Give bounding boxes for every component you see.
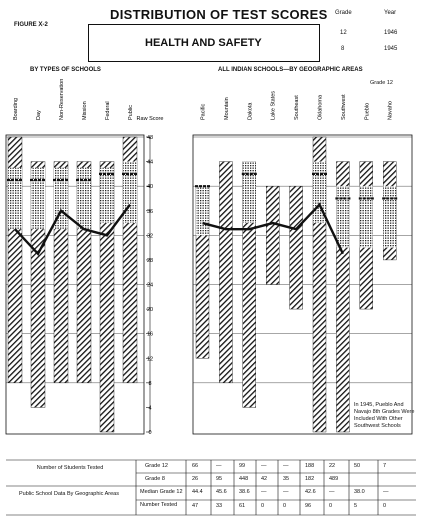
table-cell-number: 0 [283, 503, 287, 509]
table-cell-g12: 50 [354, 463, 361, 469]
category-label: Pacific [201, 104, 207, 120]
table-cell-number: 0 [329, 503, 333, 509]
category-label: Non-Reservation [59, 79, 65, 120]
bar-grade12-band [383, 186, 397, 248]
bar-grade12-band [359, 186, 373, 248]
category-label: Navaho [388, 101, 394, 120]
y-tick-label: 12 [147, 356, 153, 362]
y-tick-label: 44 [147, 160, 153, 166]
table-row-label-public: Public School Data By Geographic Areas [19, 491, 119, 497]
bar-grade12-band [31, 167, 45, 230]
bar-grade12-band [242, 161, 256, 224]
y-tick-label: 8 [148, 381, 151, 387]
category-label: Day [36, 110, 42, 120]
table-cell-g12: — [261, 463, 267, 469]
category-label: Dakota [247, 102, 253, 120]
bar-grade8-range [219, 161, 233, 384]
bar-grade8-range [289, 185, 303, 310]
chart-title: DISTRIBUTION OF TEST SCORES [110, 7, 328, 22]
left-group-heading: BY TYPES OF SCHOOLS [30, 67, 101, 73]
category-label: Mission [82, 101, 88, 120]
table-cell-number: 33 [216, 503, 223, 509]
y-tick-label: 24 [147, 283, 153, 289]
y-tick-label: 28 [147, 258, 153, 264]
category-label: Lake States [271, 91, 277, 120]
table-cell-number: 0 [261, 503, 265, 509]
table-cell-median: 45.6 [216, 489, 227, 495]
table-sub-label: Number Tested [140, 502, 178, 508]
table-cell-g12: 188 [305, 463, 315, 469]
category-label: Mountain [224, 97, 230, 120]
table-cell-g8: 35 [283, 476, 290, 482]
table-grade-label: Grade 12 [145, 463, 168, 469]
right-group-heading: ALL INDIAN SCHOOLS—BY GEOGRAPHIC AREAS [218, 67, 363, 73]
category-label: Public [128, 105, 134, 120]
table-cell-g8: 42 [261, 476, 268, 482]
table-cell-median: — [283, 489, 289, 495]
header-year-1946: 1946 [384, 30, 398, 36]
table-row-label-students: Number of Students Tested [36, 465, 104, 471]
table-cell-g12: — [216, 463, 222, 469]
header-grade-8: 8 [341, 46, 345, 52]
bar-grade12-band [336, 186, 350, 248]
table-cell-g8: 182 [305, 476, 315, 482]
table-sub-label: Median Grade 12 [140, 489, 183, 495]
y-tick-label: 16 [147, 332, 153, 338]
category-label: Boarding [13, 98, 19, 120]
y-axis-label: Raw Score [137, 116, 164, 122]
table-cell-median: — [329, 489, 335, 495]
table-cell-median: — [261, 489, 267, 495]
y-tick-label: 36 [147, 209, 153, 215]
chart-subtitle: HEALTH AND SAFETY [145, 37, 262, 49]
southwest-note: In 1945, Pueblo And Navajo 8th Grades We… [354, 402, 415, 429]
grade-column-header: Grade [335, 10, 352, 16]
table-cell-number: 0 [383, 503, 387, 509]
y-tick-label: 40 [147, 184, 153, 190]
header-grade-12: 12 [340, 30, 347, 36]
y-tick-label: 48 [147, 135, 153, 141]
grade8-median-line [14, 203, 131, 256]
table-cell-number: 61 [239, 503, 246, 509]
y-tick-label: 32 [147, 233, 153, 239]
table-cell-number: 5 [354, 503, 358, 509]
bar-grade12-band [100, 167, 114, 224]
y-tick-label: 0 [148, 430, 151, 436]
figure-label: FIGURE Ⅹ-2 [14, 22, 48, 28]
table-cell-g12: 66 [192, 463, 199, 469]
table-cell-median: — [383, 489, 389, 495]
table-cell-median: 38.0 [354, 489, 365, 495]
grade8-median-line [202, 202, 344, 255]
table-cell-median: 42.6 [305, 489, 316, 495]
year-column-header: Year [384, 10, 397, 16]
table-cell-g8: 448 [239, 476, 249, 482]
category-label: Southwest [341, 94, 347, 120]
category-label: Oklahoma [318, 94, 324, 120]
title-box [88, 24, 320, 62]
bar-grade8-range [266, 185, 280, 285]
table-cell-g8: 95 [216, 476, 223, 482]
table-cell-median: 44.4 [192, 489, 203, 495]
category-label: Federal [105, 101, 111, 120]
header-year-1945: 1945 [384, 46, 398, 52]
table-cell-number: 47 [192, 503, 199, 509]
table-grade-label: Grade 8 [145, 476, 165, 482]
table-cell-g8: 489 [329, 476, 339, 482]
category-label: Southeast [294, 95, 300, 120]
y-tick-label: 4 [148, 405, 151, 411]
category-label: Pueblo [364, 103, 370, 120]
table-cell-g8: 26 [192, 476, 199, 482]
bar-grade12-band [8, 167, 22, 230]
table-cell-g12: — [283, 463, 289, 469]
bar-grade12-band [77, 167, 91, 230]
table-cell-number: 96 [305, 503, 312, 509]
y-tick-label: 20 [147, 307, 153, 313]
table-cell-median: 38.6 [239, 489, 250, 495]
table-cell-g12: 7 [383, 463, 387, 469]
grade-tag: Grade 12 [370, 80, 393, 86]
table-cell-g12: 22 [329, 463, 336, 469]
table-cell-g12: 99 [239, 463, 246, 469]
